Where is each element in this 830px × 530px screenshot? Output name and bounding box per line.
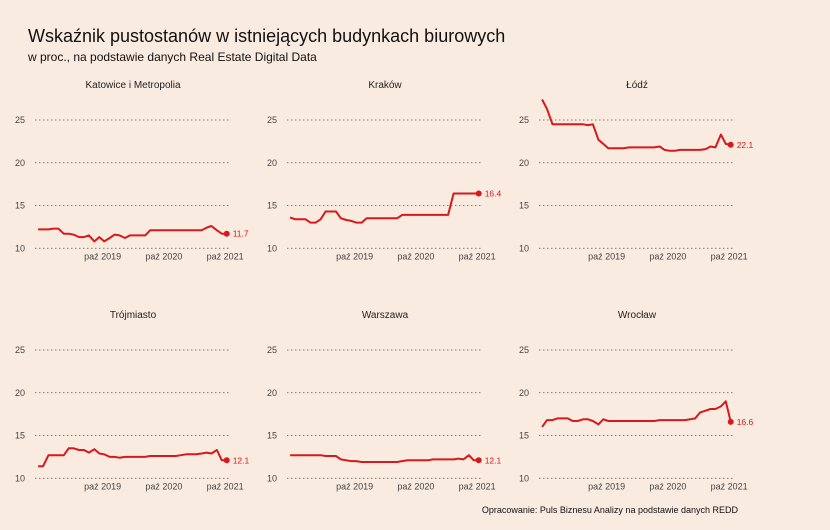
x-tick-label: paź 2019	[588, 481, 625, 491]
x-tick-label: paź 2021	[711, 481, 748, 491]
y-tick-label: 25	[267, 115, 277, 125]
panel-title: Kraków	[368, 80, 402, 91]
x-tick-label: paź 2021	[207, 481, 244, 491]
y-tick-label: 10	[519, 243, 529, 253]
chart-subtitle: w proc., na podstawie danych Real Estate…	[28, 50, 317, 64]
panel-3: Łódź 10 15 20 25 paź 2019 paź 2020 paź 2021 22.1	[519, 80, 754, 261]
end-value-label: 16.6	[737, 417, 754, 427]
panel-5: Warszawa 10 15 20 25 paź 2019 paź 2020 paź 2021…	[267, 310, 502, 491]
y-tick-label: 25	[267, 345, 277, 355]
y-tick-label: 10	[267, 473, 277, 483]
panel-4: Trójmiasto 10 15 20 25 paź 2019 paź 2020 paź 20…	[15, 310, 250, 491]
y-tick-label: 15	[519, 201, 529, 211]
panel-6: Wrocław 10 15 20 25 paź 2019 paź 2020 paź 2021 1…	[519, 310, 754, 491]
end-value-label: 16.4	[485, 189, 502, 199]
y-tick-label: 20	[267, 388, 277, 398]
series-line	[290, 454, 479, 463]
x-tick-label: paź 2019	[336, 481, 373, 491]
y-tick-label: 25	[519, 115, 529, 125]
x-tick-label: paź 2020	[145, 251, 182, 261]
panel-title: Trójmiasto	[110, 310, 157, 321]
panel-title: Katowice i Metropolia	[85, 80, 180, 91]
y-tick-label: 10	[519, 473, 529, 483]
series-line	[289, 192, 479, 224]
x-tick-label: paź 2019	[84, 481, 121, 491]
x-tick-label: paź 2021	[459, 251, 496, 261]
y-tick-label: 15	[267, 201, 277, 211]
end-point	[475, 190, 482, 197]
y-tick-label: 20	[519, 158, 529, 168]
end-value-label: 12.1	[233, 455, 250, 465]
x-tick-label: paź 2021	[459, 481, 496, 491]
y-tick-label: 25	[15, 345, 25, 355]
x-tick-label: paź 2019	[588, 251, 625, 261]
end-value-label: 11.7	[233, 229, 249, 239]
y-tick-label: 15	[15, 201, 25, 211]
y-tick-label: 20	[519, 388, 529, 398]
x-tick-label: paź 2020	[649, 481, 686, 491]
x-tick-label: paź 2020	[397, 481, 434, 491]
y-tick-label: 10	[15, 473, 25, 483]
panel-title: Łódź	[626, 80, 648, 91]
y-tick-label: 15	[519, 431, 529, 441]
y-tick-label: 10	[15, 243, 25, 253]
source-caption: Opracowanie: Puls Biznesu Analizy na pod…	[481, 505, 738, 515]
series-line	[38, 225, 227, 243]
y-tick-label: 20	[15, 158, 25, 168]
x-tick-label: paź 2020	[649, 251, 686, 261]
panel-1: Katowice i Metropolia 10 15 20 25 paź 2019 paź…	[15, 80, 249, 261]
x-tick-label: paź 2020	[397, 251, 434, 261]
panel-title: Wrocław	[618, 310, 657, 321]
x-tick-label: paź 2021	[207, 251, 244, 261]
series-line	[38, 447, 227, 468]
end-value-label: 22.1	[737, 140, 754, 150]
y-tick-label: 25	[519, 345, 529, 355]
panel-title: Warszawa	[362, 310, 409, 321]
y-tick-label: 15	[267, 431, 277, 441]
y-tick-label: 15	[15, 431, 25, 441]
end-value-label: 12.1	[485, 455, 502, 465]
x-tick-label: paź 2019	[336, 251, 373, 261]
x-tick-label: paź 2020	[145, 481, 182, 491]
end-point	[223, 457, 230, 464]
panel-2: Kraków 10 15 20 25 paź 2019 paź 2020 paź 2021 16…	[267, 80, 502, 261]
y-tick-label: 20	[15, 388, 25, 398]
chart-title: Wskaźnik pustostanów w istniejących budy…	[28, 26, 506, 46]
end-point	[727, 418, 734, 425]
end-point	[727, 141, 734, 148]
y-tick-label: 10	[267, 243, 277, 253]
series-line	[541, 99, 731, 152]
end-point	[475, 457, 482, 464]
x-tick-label: paź 2019	[84, 251, 121, 261]
end-point	[223, 230, 230, 237]
series-line	[541, 400, 732, 428]
y-tick-label: 20	[267, 158, 277, 168]
y-tick-label: 25	[15, 115, 25, 125]
x-tick-label: paź 2021	[711, 251, 748, 261]
